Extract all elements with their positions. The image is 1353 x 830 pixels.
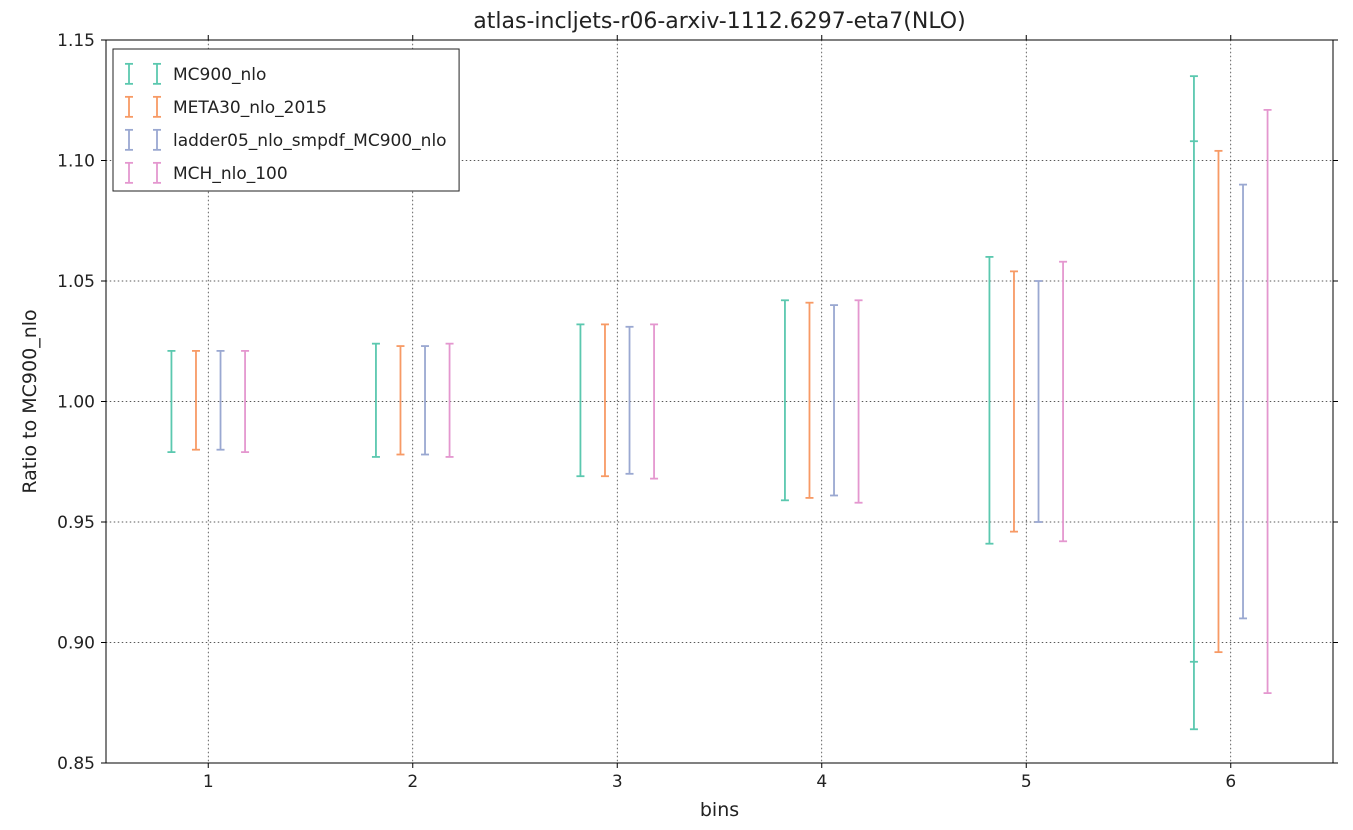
ytick-label: 0.90 [57, 633, 95, 653]
ytick-label: 1.05 [57, 272, 95, 292]
ytick-label: 1.15 [57, 31, 95, 51]
legend-label: META30_nlo_2015 [173, 98, 327, 118]
xtick-label: 3 [612, 772, 623, 792]
legend-label: MC900_nlo [173, 65, 266, 85]
xtick-label: 4 [816, 772, 827, 792]
series-3 [241, 110, 1272, 693]
ytick-label: 0.95 [57, 513, 95, 533]
x-axis-label: bins [700, 799, 739, 821]
chart-title: atlas-incljets-r06-arxiv-1112.6297-eta7(… [473, 9, 965, 34]
legend-label: ladder05_nlo_smpdf_MC900_nlo [173, 131, 447, 151]
ytick-label: 1.10 [57, 151, 95, 171]
xtick-label: 5 [1021, 772, 1032, 792]
xtick-label: 6 [1225, 772, 1236, 792]
chart-container: 1 2 3 4 5 6 0.85 0.90 0.95 1.00 1.05 1.10 1.15 bins Ra… [0, 0, 1353, 830]
xtick-label: 1 [203, 772, 214, 792]
y-axis-label: Ratio to MC900_nlo [19, 309, 41, 493]
chart-svg: 1 2 3 4 5 6 0.85 0.90 0.95 1.00 1.05 1.10 1.15 bins Ra… [0, 0, 1353, 830]
legend-label: MCH_nlo_100 [173, 164, 288, 184]
xtick-label: 2 [407, 772, 418, 792]
legend: MC900_nlo META30_nlo_2015 ladder05_nlo_smp… [113, 49, 459, 191]
ytick-label: 0.85 [57, 754, 95, 774]
ytick-label: 1.00 [57, 392, 95, 412]
